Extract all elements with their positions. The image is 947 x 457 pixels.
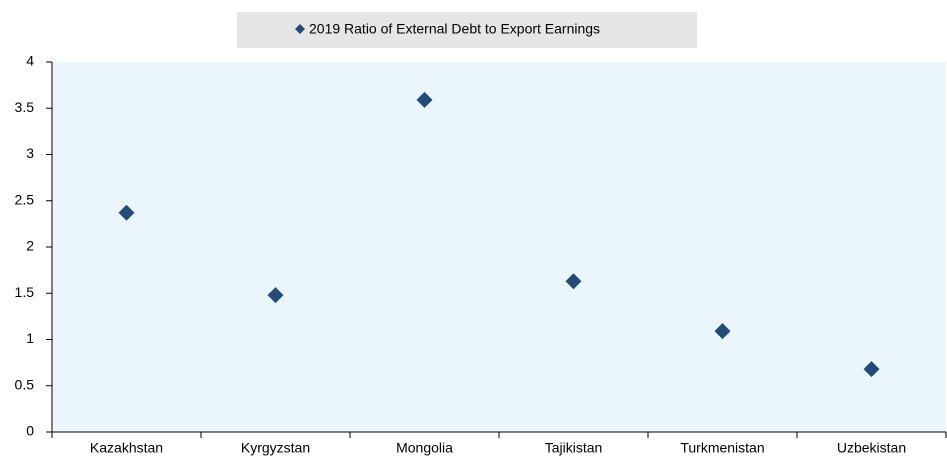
x-tick-label: Tajikistan xyxy=(545,440,603,456)
marker xyxy=(416,91,433,108)
x-tick-label: Uzbekistan xyxy=(837,440,906,456)
x-tick-label: Kyrgyzstan xyxy=(241,440,310,456)
legend-label: 2019 Ratio of External Debt to Export Ea… xyxy=(309,21,600,37)
legend-box xyxy=(237,12,697,48)
y-tick-label: 0 xyxy=(26,423,34,439)
y-tick-label: 2 xyxy=(26,238,34,254)
x-tick-label: Mongolia xyxy=(396,440,453,456)
y-tick-label: 1.5 xyxy=(15,284,35,300)
plot-area xyxy=(52,62,946,432)
marker xyxy=(267,287,284,304)
marker xyxy=(714,323,731,340)
y-tick-label: 3.5 xyxy=(15,99,35,115)
marker xyxy=(118,204,135,221)
y-tick-label: 2.5 xyxy=(15,191,35,207)
marker xyxy=(565,273,582,290)
x-tick-label: Turkmenistan xyxy=(680,440,764,456)
y-tick-label: 3 xyxy=(26,145,34,161)
y-tick-label: 4 xyxy=(26,53,34,69)
marker xyxy=(863,361,880,378)
x-tick-label: Kazakhstan xyxy=(90,440,163,456)
y-tick-label: 0.5 xyxy=(15,376,35,392)
y-tick-label: 1 xyxy=(26,330,34,346)
legend-marker xyxy=(295,24,305,34)
